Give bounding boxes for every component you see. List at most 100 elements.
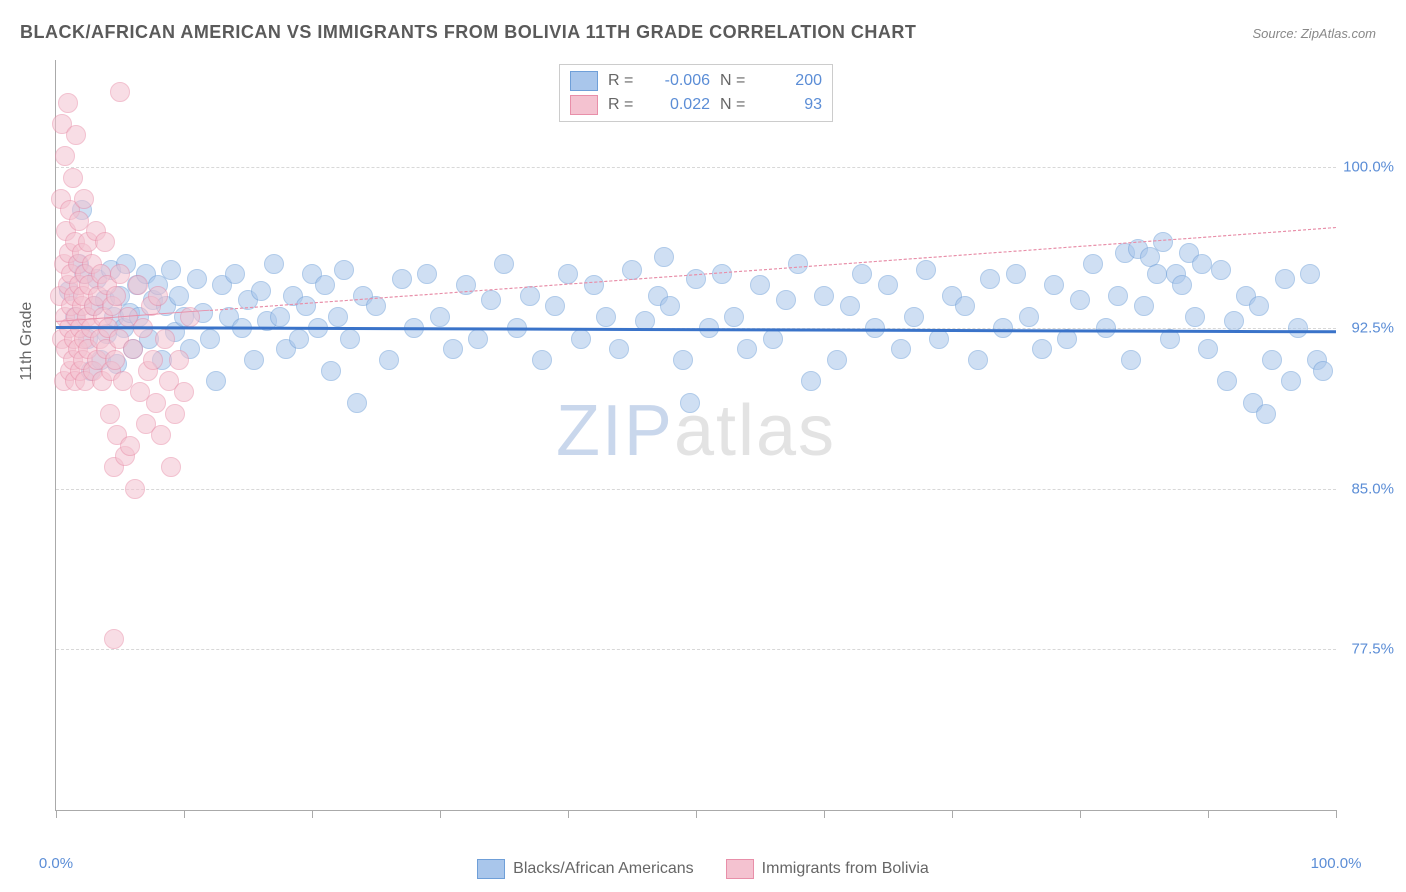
scatter-point-blue (1211, 260, 1231, 280)
scatter-point-pink (155, 329, 175, 349)
scatter-point-blue (1249, 296, 1269, 316)
scatter-plot-area: R =-0.006N =200R =0.022N =93 ZIPatlas 77… (55, 60, 1336, 811)
scatter-point-blue (1153, 232, 1173, 252)
scatter-point-pink (161, 457, 181, 477)
scatter-point-blue (1256, 404, 1276, 424)
scatter-point-pink (100, 404, 120, 424)
scatter-point-blue (520, 286, 540, 306)
scatter-point-blue (1275, 269, 1295, 289)
legend-swatch-blue (477, 859, 505, 879)
scatter-point-blue (1134, 296, 1154, 316)
legend-item-blue: Blacks/African Americans (477, 859, 694, 879)
scatter-point-blue (169, 286, 189, 306)
scatter-point-blue (392, 269, 412, 289)
scatter-point-blue (788, 254, 808, 274)
scatter-point-blue (270, 307, 290, 327)
scatter-point-blue (891, 339, 911, 359)
scatter-point-blue (1288, 318, 1308, 338)
scatter-point-pink (128, 275, 148, 295)
legend-stat-row-pink: R =0.022N =93 (570, 93, 822, 117)
scatter-point-blue (289, 329, 309, 349)
scatter-point-pink (55, 146, 75, 166)
scatter-point-blue (801, 371, 821, 391)
scatter-point-blue (1121, 350, 1141, 370)
scatter-point-blue (334, 260, 354, 280)
legend-swatch-pink (570, 95, 598, 115)
scatter-point-blue (878, 275, 898, 295)
scatter-point-blue (481, 290, 501, 310)
scatter-point-blue (1217, 371, 1237, 391)
scatter-point-pink (95, 232, 115, 252)
scatter-point-blue (584, 275, 604, 295)
gridline (56, 167, 1336, 168)
scatter-point-blue (200, 329, 220, 349)
scatter-point-blue (296, 296, 316, 316)
scatter-point-blue (916, 260, 936, 280)
scatter-point-blue (1198, 339, 1218, 359)
scatter-point-blue (468, 329, 488, 349)
scatter-point-blue (379, 350, 399, 370)
scatter-point-pink (125, 479, 145, 499)
scatter-point-pink (165, 404, 185, 424)
scatter-point-blue (571, 329, 591, 349)
scatter-point-pink (63, 168, 83, 188)
scatter-point-blue (244, 350, 264, 370)
gridline (56, 649, 1336, 650)
scatter-point-blue (1006, 264, 1026, 284)
scatter-point-blue (609, 339, 629, 359)
legend-N-label: N = (720, 96, 754, 114)
scatter-point-blue (1019, 307, 1039, 327)
scatter-point-blue (724, 307, 744, 327)
gridline (56, 489, 1336, 490)
scatter-point-blue (1224, 311, 1244, 331)
x-tick (1080, 810, 1081, 818)
scatter-point-pink (66, 125, 86, 145)
x-tick (696, 810, 697, 818)
x-tick (184, 810, 185, 818)
scatter-point-blue (321, 361, 341, 381)
scatter-point-blue (763, 329, 783, 349)
scatter-point-blue (904, 307, 924, 327)
legend-statistics: R =-0.006N =200R =0.022N =93 (559, 64, 833, 122)
source-attribution: Source: ZipAtlas.com (1252, 26, 1376, 41)
scatter-point-blue (187, 269, 207, 289)
legend-R-label: R = (608, 72, 642, 90)
y-tick-label: 92.5% (1351, 319, 1394, 336)
scatter-point-blue (680, 393, 700, 413)
scatter-point-blue (1032, 339, 1052, 359)
scatter-point-blue (1192, 254, 1212, 274)
scatter-point-pink (169, 350, 189, 370)
scatter-point-blue (558, 264, 578, 284)
scatter-point-blue (712, 264, 732, 284)
scatter-point-blue (417, 264, 437, 284)
scatter-point-pink (113, 371, 133, 391)
legend-label: Blacks/African Americans (513, 860, 694, 878)
scatter-point-blue (340, 329, 360, 349)
legend-R-label: R = (608, 96, 642, 114)
scatter-point-pink (106, 286, 126, 306)
scatter-point-blue (1044, 275, 1064, 295)
x-tick (568, 810, 569, 818)
scatter-point-blue (264, 254, 284, 274)
scatter-point-blue (673, 350, 693, 370)
scatter-point-blue (443, 339, 463, 359)
scatter-point-pink (74, 189, 94, 209)
scatter-point-blue (814, 286, 834, 306)
scatter-point-pink (110, 264, 130, 284)
legend-R-value: -0.006 (652, 72, 710, 90)
x-tick (952, 810, 953, 818)
scatter-point-blue (596, 307, 616, 327)
scatter-point-blue (532, 350, 552, 370)
scatter-point-blue (251, 281, 271, 301)
scatter-point-blue (206, 371, 226, 391)
x-tick (440, 810, 441, 818)
scatter-point-pink (104, 629, 124, 649)
x-tick (824, 810, 825, 818)
scatter-point-blue (161, 260, 181, 280)
scatter-point-blue (980, 269, 1000, 289)
scatter-point-blue (660, 296, 680, 316)
scatter-point-pink (146, 393, 166, 413)
scatter-point-blue (776, 290, 796, 310)
scatter-point-blue (622, 260, 642, 280)
scatter-point-blue (840, 296, 860, 316)
